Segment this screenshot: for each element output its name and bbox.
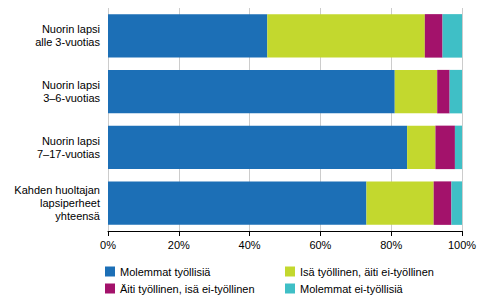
svg-text:lapsiperheet: lapsiperheet	[40, 197, 100, 209]
svg-text:Kahden huoltajan: Kahden huoltajan	[14, 184, 100, 196]
svg-text:0%: 0%	[100, 239, 116, 251]
svg-text:Nuorin lapsi: Nuorin lapsi	[42, 79, 100, 91]
svg-text:3–6-vuotias: 3–6-vuotias	[43, 92, 100, 104]
svg-text:7–17-vuotias: 7–17-vuotias	[37, 148, 100, 160]
svg-text:60%: 60%	[309, 239, 331, 251]
svg-text:Äiti työllinen, isä ei-työllin: Äiti työllinen, isä ei-työllinen	[120, 283, 255, 295]
svg-text:40%: 40%	[239, 239, 261, 251]
svg-text:80%: 80%	[380, 239, 402, 251]
svg-text:100%: 100%	[448, 239, 476, 251]
svg-text:Molemmat työllisiä: Molemmat työllisiä	[120, 266, 211, 278]
svg-text:20%: 20%	[168, 239, 190, 251]
svg-text:Molemmat ei-työllisiä: Molemmat ei-työllisiä	[300, 283, 404, 295]
svg-text:Nuorin lapsi: Nuorin lapsi	[42, 23, 100, 35]
svg-text:yhteensä: yhteensä	[55, 210, 101, 222]
svg-text:Nuorin lapsi: Nuorin lapsi	[42, 135, 100, 147]
svg-text:Isä työllinen, äiti ei-työllin: Isä työllinen, äiti ei-työllinen	[300, 266, 434, 278]
svg-text:alle 3-vuotias: alle 3-vuotias	[35, 36, 100, 48]
